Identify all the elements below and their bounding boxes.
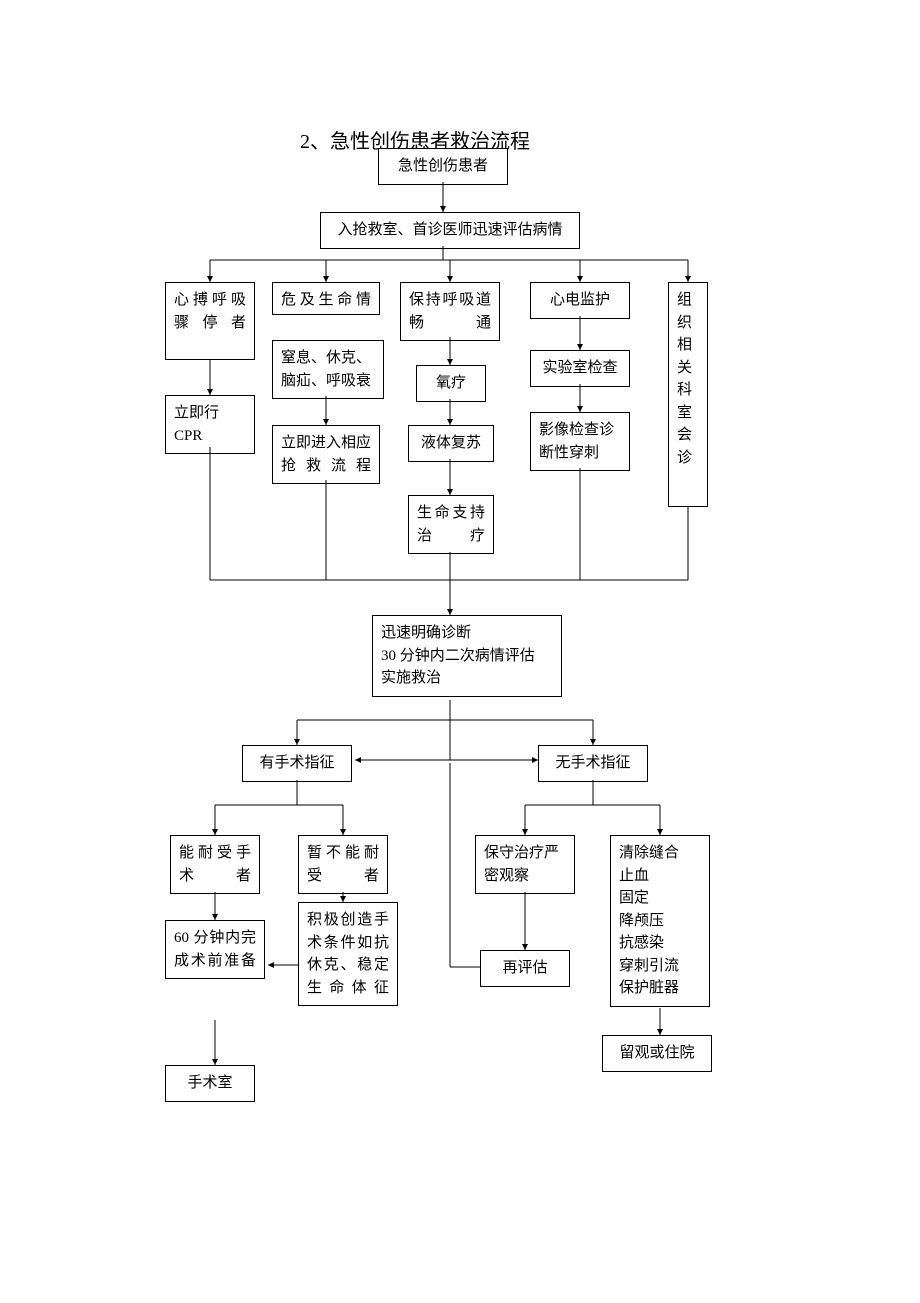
node-airway: 保持呼吸道畅通 <box>400 282 500 341</box>
node-prep: 60 分钟内完成术前准备 <box>165 920 265 979</box>
node-tolerate: 能耐受手术者 <box>170 835 260 894</box>
node-patient: 急性创伤患者 <box>378 148 508 185</box>
node-fluid: 液体复苏 <box>408 425 494 462</box>
node-imaging: 影像检查诊断性穿刺 <box>530 412 630 471</box>
node-conservative: 保守治疗严密观察 <box>475 835 575 894</box>
node-consult: 组织相关科室会诊 <box>668 282 708 507</box>
node-or: 手术室 <box>165 1065 255 1102</box>
node-surgery-no: 无手术指征 <box>538 745 648 782</box>
node-conditions: 窒息、休克、脑疝、呼吸衰 <box>272 340 384 399</box>
node-oxygen: 氧疗 <box>416 365 486 402</box>
node-admit: 留观或住院 <box>602 1035 712 1072</box>
node-not-tolerate: 暂不能耐受者 <box>298 835 388 894</box>
node-cpr: 立即行 CPR <box>165 395 255 454</box>
node-rescue-process: 立即进入相应抢救流程 <box>272 425 380 484</box>
node-ecg: 心电监护 <box>530 282 630 319</box>
node-create-conditions: 积极创造手术条件如抗休克、稳定生命体征 <box>298 902 398 1006</box>
node-lab: 实验室检查 <box>530 350 630 387</box>
node-life-threat: 危及生命情 <box>272 282 380 315</box>
node-cardiac-arrest: 心搏呼吸骤停者 <box>165 282 255 360</box>
node-life-support: 生命支持治疗 <box>408 495 494 554</box>
node-treatments: 清除缝合 止血 固定 降颅压 抗感染 穿刺引流 保护脏器 <box>610 835 710 1007</box>
node-assessment: 入抢救室、首诊医师迅速评估病情 <box>320 212 580 249</box>
node-diagnosis: 迅速明确诊断 30 分钟内二次病情评估 实施救治 <box>372 615 562 697</box>
node-surgery-yes: 有手术指征 <box>242 745 352 782</box>
node-reassess: 再评估 <box>480 950 570 987</box>
